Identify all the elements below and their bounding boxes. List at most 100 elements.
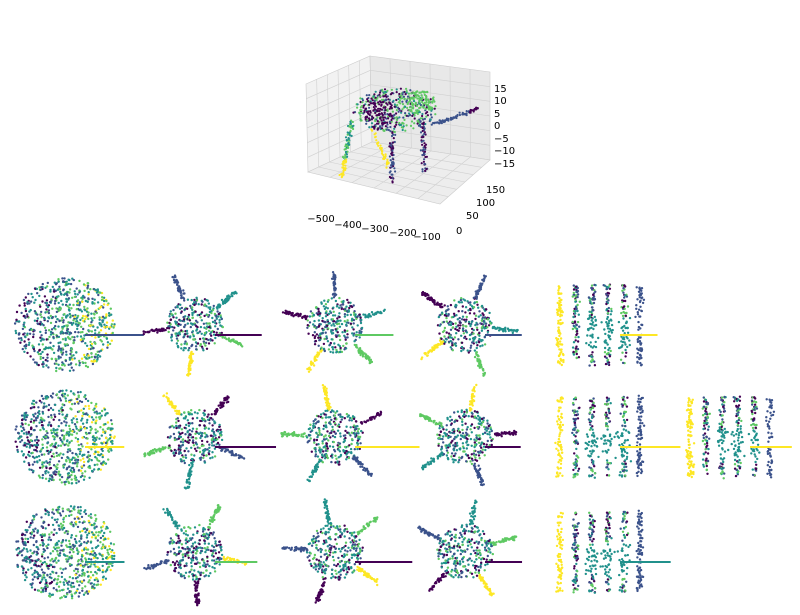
point-3d <box>347 146 350 149</box>
point-3d <box>360 111 363 114</box>
point-3d <box>411 114 414 117</box>
embedding-point <box>324 303 328 306</box>
embedding-point <box>83 453 86 456</box>
embedding-point <box>455 314 458 317</box>
point-3d <box>430 100 434 103</box>
embedding-point <box>557 354 561 358</box>
embedding-point <box>64 417 67 420</box>
point-3d <box>382 100 385 103</box>
embedding-point <box>336 319 339 323</box>
embedding-point <box>188 319 191 322</box>
embedding-point <box>182 459 186 462</box>
embedding-point <box>90 421 94 424</box>
embedding-point <box>103 326 106 329</box>
embedding-point <box>462 332 466 335</box>
embedding-point <box>346 329 349 333</box>
embedding-point <box>482 369 485 372</box>
point-3d <box>359 117 362 120</box>
point-3d <box>419 117 422 120</box>
embedding-point <box>32 399 36 403</box>
embedding-point <box>200 439 204 443</box>
embedding-point <box>47 424 50 427</box>
embedding-point <box>101 455 104 459</box>
embedding-point <box>326 324 329 327</box>
embedding-point <box>212 304 215 308</box>
embedding-point <box>66 450 69 454</box>
point-3d <box>383 88 387 91</box>
embedding-point <box>77 443 81 447</box>
point-3d <box>408 108 411 112</box>
embedding-point <box>586 334 589 337</box>
embedding-point <box>24 307 27 311</box>
embedding-point <box>187 474 190 478</box>
embedding-point <box>97 467 101 471</box>
embedding-point <box>638 357 641 361</box>
embedding-point <box>183 325 186 329</box>
point-3d <box>397 97 400 101</box>
embedding-point <box>57 325 60 328</box>
embedding-point <box>222 301 225 304</box>
embedding-point <box>356 324 359 327</box>
embedding-point <box>192 444 196 447</box>
embedding-point <box>37 352 41 356</box>
embedding-point <box>307 370 311 373</box>
embedding-point <box>86 399 90 403</box>
embedding-point <box>445 331 448 334</box>
embedding-point <box>558 340 562 343</box>
point-3d <box>368 126 371 129</box>
embedding-point <box>52 427 55 431</box>
embedding-point <box>42 397 45 400</box>
embedding-point <box>85 412 88 415</box>
embedding-point <box>168 315 171 318</box>
embedding-point <box>41 476 44 480</box>
embedding-point <box>61 303 64 306</box>
embedding-point <box>34 449 37 452</box>
embedding-point <box>322 305 326 308</box>
tick-label: 0 <box>456 226 462 237</box>
embedding-point <box>38 466 42 469</box>
embedding-point <box>90 459 93 462</box>
embedding-point <box>176 417 179 420</box>
embedding-point <box>68 441 71 444</box>
embedding-point <box>557 319 560 323</box>
embedding-point <box>29 439 33 442</box>
point-3d <box>410 120 414 123</box>
embedding-point <box>59 290 62 294</box>
embedding-point <box>178 290 181 293</box>
embedding-point <box>86 314 90 317</box>
embedding-point <box>355 420 358 423</box>
embedding-point <box>172 451 175 454</box>
embedding-point <box>211 428 215 431</box>
embedding-point <box>82 457 85 460</box>
embedding-point <box>457 300 460 304</box>
embedding-point <box>207 413 210 416</box>
embedding-point <box>39 288 42 292</box>
embedding-point <box>473 302 476 305</box>
embedding-point <box>82 464 86 467</box>
point-3d <box>392 137 395 140</box>
embedding-point <box>328 343 332 346</box>
embedding-point <box>24 296 27 299</box>
embedding-point <box>72 369 75 372</box>
embedding-point <box>193 447 197 450</box>
embedding-point <box>206 313 209 317</box>
embedding-point <box>438 332 441 335</box>
embedding-point <box>472 296 475 300</box>
embedding-point <box>86 442 89 445</box>
embedding-point <box>97 453 100 457</box>
embedding-point <box>62 438 65 441</box>
point-3d <box>403 118 406 121</box>
embedding-point <box>226 448 229 451</box>
embedding-point <box>74 425 78 428</box>
embedding-point <box>559 337 563 340</box>
point-3d <box>374 90 377 93</box>
embedding-point <box>340 418 343 421</box>
embedding-point <box>110 449 113 452</box>
embedding-point <box>508 329 511 332</box>
embedding-point <box>43 317 46 321</box>
embedding-point <box>51 392 55 395</box>
embedding-point <box>495 327 498 330</box>
embedding-point <box>346 298 349 302</box>
embedding-point <box>485 308 488 311</box>
embedding-point <box>315 333 319 336</box>
